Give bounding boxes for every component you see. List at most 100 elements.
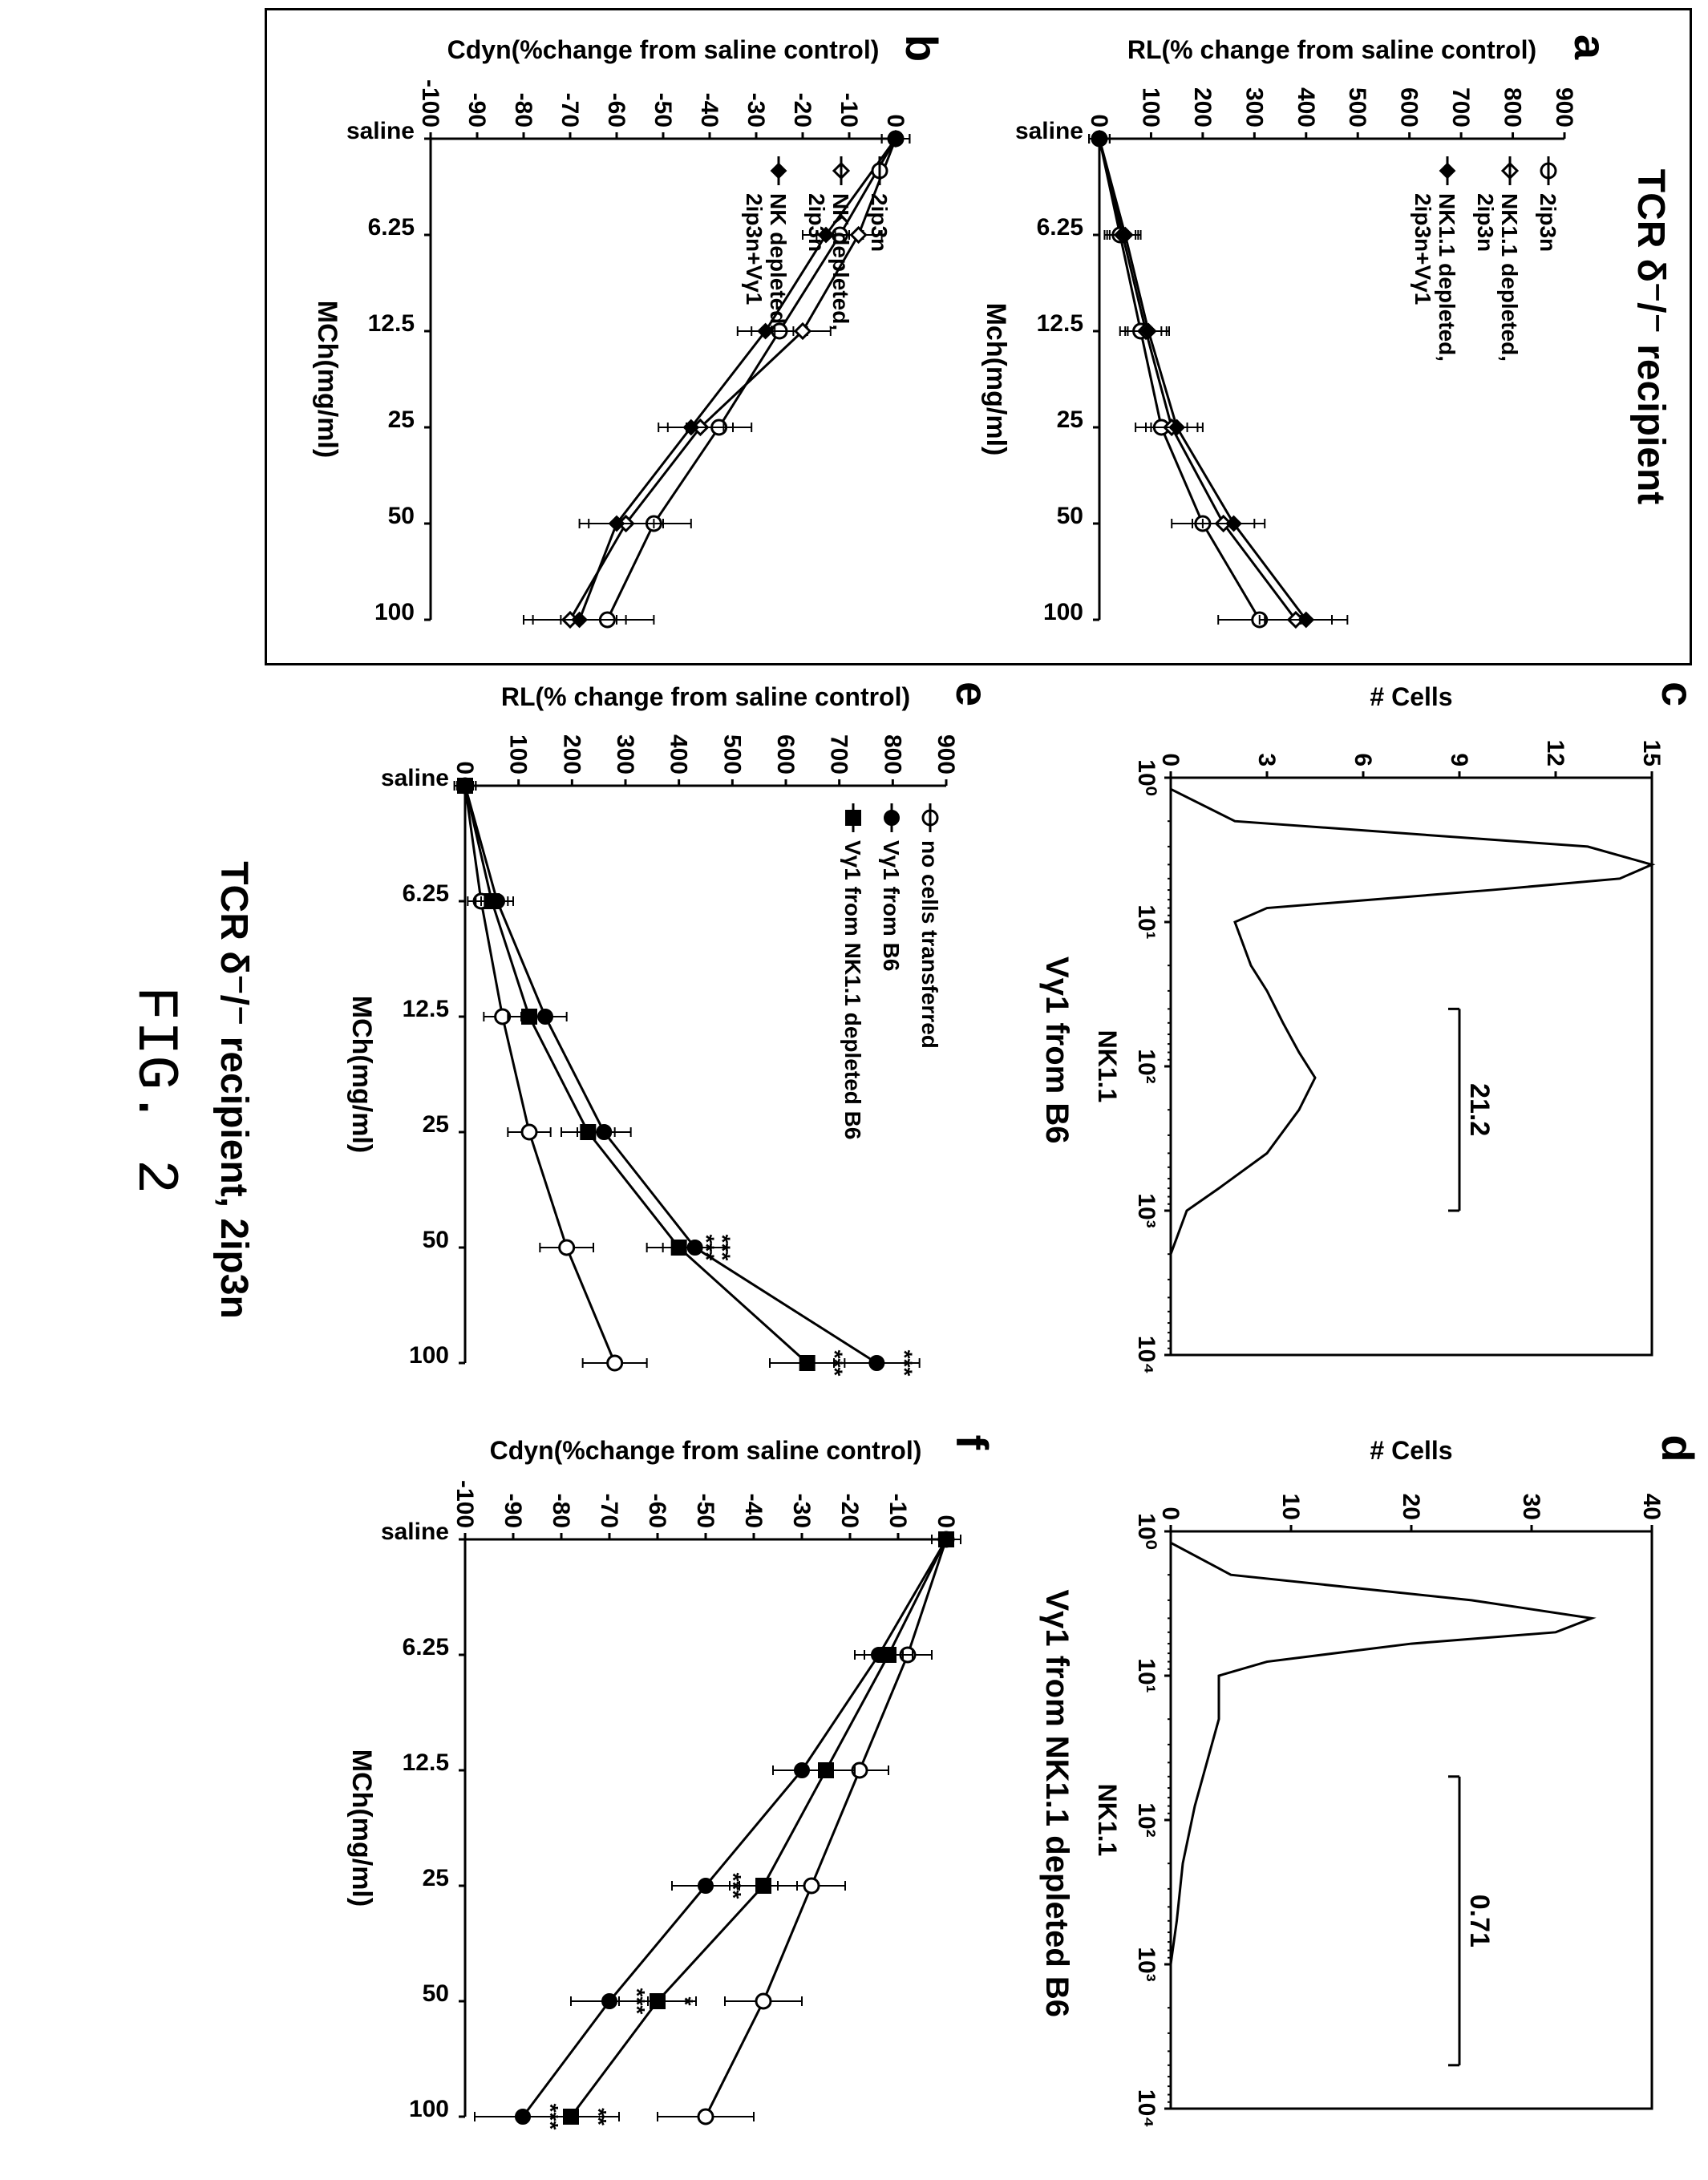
svg-text:10⁰: 10⁰	[1133, 759, 1160, 795]
svg-text:-60: -60	[603, 93, 629, 127]
right-top-row: c 0369121510⁰10¹10²10³10⁴# CellsNK1.121.…	[1002, 673, 1708, 2180]
left-box-title: TCR δ⁻/⁻ recipient	[1629, 26, 1674, 647]
svg-text:900: 900	[1551, 87, 1577, 127]
svg-text:Mch(mg/ml): Mch(mg/ml)	[981, 303, 1011, 456]
svg-text:50: 50	[423, 1980, 449, 2007]
svg-text:***: ***	[823, 1350, 848, 1377]
svg-text:400: 400	[666, 734, 692, 775]
panel-e-label: e	[946, 682, 998, 706]
svg-text:100: 100	[409, 1342, 449, 1369]
right-bottom-row: e 0100200300400500600700800900saline6.25…	[281, 673, 1002, 2180]
svg-text:30: 30	[1518, 1493, 1544, 1519]
svg-text:Cdyn(%change from saline contr: Cdyn(%change from saline control)	[447, 35, 880, 64]
svg-text:NK1.1: NK1.1	[1093, 1783, 1122, 1856]
svg-text:900: 900	[933, 734, 959, 775]
svg-text:10¹: 10¹	[1133, 1658, 1160, 1693]
svg-text:saline: saline	[346, 118, 415, 144]
svg-text:40: 40	[1638, 1493, 1665, 1519]
svg-text:100: 100	[1043, 599, 1083, 625]
svg-text:2ip3n+Vγ1: 2ip3n+Vγ1	[1411, 193, 1435, 305]
svg-text:12.5: 12.5	[403, 1749, 449, 1776]
svg-text:400: 400	[1293, 87, 1319, 127]
svg-text:0: 0	[882, 114, 909, 127]
svg-text:800: 800	[879, 734, 905, 775]
svg-text:6.25: 6.25	[403, 1634, 449, 1660]
svg-text:-10: -10	[884, 1493, 911, 1527]
svg-text:-40: -40	[696, 93, 722, 127]
panel-a: a 0100200300400500600700800900saline6.25…	[952, 26, 1621, 647]
svg-text:MCh(mg/ml): MCh(mg/ml)	[346, 1749, 377, 1906]
svg-text:0: 0	[933, 1515, 959, 1528]
svg-text:-70: -70	[596, 1493, 622, 1527]
svg-text:50: 50	[1057, 503, 1083, 529]
svg-text:100: 100	[505, 734, 532, 775]
panel-c-subtitle: Vγ1 from B6	[1038, 682, 1075, 1419]
svg-text:-80: -80	[510, 93, 536, 127]
svg-text:12: 12	[1542, 740, 1568, 766]
svg-text:saline: saline	[381, 765, 449, 791]
svg-text:-90: -90	[500, 1493, 526, 1527]
svg-text:100: 100	[409, 2096, 449, 2122]
svg-text:**: **	[586, 2108, 611, 2125]
svg-text:20: 20	[1398, 1493, 1424, 1519]
svg-text:-50: -50	[692, 1493, 718, 1527]
svg-text:2ip3n: 2ip3n	[867, 193, 892, 252]
svg-text:-20: -20	[836, 1493, 863, 1527]
svg-text:6.25: 6.25	[368, 214, 415, 241]
svg-text:-90: -90	[463, 93, 490, 127]
svg-text:25: 25	[388, 406, 415, 433]
svg-text:-100: -100	[451, 1479, 478, 1527]
svg-text:2ip3n+Vγ1: 2ip3n+Vγ1	[742, 193, 767, 305]
svg-text:*: *	[673, 1996, 698, 2005]
svg-text:600: 600	[1396, 87, 1423, 127]
svg-text:800: 800	[1500, 87, 1526, 127]
figure-subtitle: TCR δ⁻/⁻ recipient, 2ip3n	[212, 0, 257, 2180]
svg-text:NK1.1 depleted,: NK1.1 depleted,	[1435, 193, 1459, 362]
svg-text:NK1.1 depleted,: NK1.1 depleted,	[1497, 193, 1522, 362]
svg-text:MCh(mg/ml): MCh(mg/ml)	[346, 996, 377, 1153]
svg-text:10⁴: 10⁴	[1133, 1336, 1160, 1374]
svg-text:0: 0	[1157, 1507, 1184, 1520]
svg-text:10³: 10³	[1133, 1193, 1160, 1228]
svg-text:9: 9	[1446, 753, 1472, 766]
svg-text:Vγ1 from NK1.1 depleted B6: Vγ1 from NK1.1 depleted B6	[840, 840, 865, 1139]
svg-text:0.71: 0.71	[1464, 1894, 1495, 1947]
svg-text:300: 300	[612, 734, 638, 775]
svg-text:saline: saline	[1015, 118, 1083, 144]
panel-f-label: f	[946, 1435, 998, 1450]
svg-text:15: 15	[1638, 740, 1665, 766]
left-box: TCR δ⁻/⁻ recipient a 0100200300400500600…	[265, 8, 1692, 665]
svg-text:-60: -60	[644, 1493, 670, 1527]
right-panels: c 0369121510⁰10¹10²10³10⁴# CellsNK1.121.…	[265, 673, 1708, 2180]
svg-text:***: ***	[892, 1350, 917, 1377]
panel-b: b 0-10-20-30-40-50-60-70-80-90-100saline…	[283, 26, 952, 647]
svg-text:RL(% change from saline contro: RL(% change from saline control)	[501, 682, 910, 711]
panel-d-subtitle: Vγ1 from NK1.1 depleted B6	[1038, 1435, 1075, 2173]
chart-f: 0-10-20-30-40-50-60-70-80-90-100saline6.…	[337, 1435, 994, 2141]
chart-a: 0100200300400500600700800900saline6.2512…	[971, 34, 1613, 644]
chart-d: 01020304010⁰10¹10²10³10⁴# CellsNK1.10.71	[1075, 1435, 1700, 2141]
svg-text:saline: saline	[381, 1519, 449, 1545]
svg-text:10³: 10³	[1133, 1947, 1160, 1981]
svg-text:50: 50	[423, 1227, 449, 1253]
panel-b-label: b	[896, 34, 948, 62]
svg-text:21.2: 21.2	[1464, 1083, 1495, 1136]
svg-text:-30: -30	[788, 1493, 815, 1527]
chart-e: 0100200300400500600700800900saline6.2512…	[337, 682, 994, 1387]
svg-text:12.5: 12.5	[368, 310, 415, 337]
svg-text:25: 25	[423, 1111, 449, 1138]
svg-text:500: 500	[718, 734, 745, 775]
svg-text:NK depleted,: NK depleted,	[766, 193, 791, 330]
figure-caption: FIG. 2	[122, 0, 188, 2180]
svg-text:100: 100	[374, 599, 415, 625]
svg-text:700: 700	[1447, 87, 1474, 127]
svg-text:10⁴: 10⁴	[1133, 2089, 1160, 2127]
panel-c: c 0369121510⁰10¹10²10³10⁴# CellsNK1.121.…	[1002, 673, 1708, 1427]
panel-d: d 01020304010⁰10¹10²10³10⁴# CellsNK1.10.…	[1002, 1427, 1708, 2180]
svg-text:300: 300	[1241, 87, 1267, 127]
svg-text:3: 3	[1253, 753, 1280, 766]
svg-text:10¹: 10¹	[1133, 904, 1160, 939]
svg-text:12.5: 12.5	[1037, 310, 1083, 337]
svg-text:-50: -50	[650, 93, 676, 127]
chart-c: 0369121510⁰10¹10²10³10⁴# CellsNK1.121.2	[1075, 682, 1700, 1387]
